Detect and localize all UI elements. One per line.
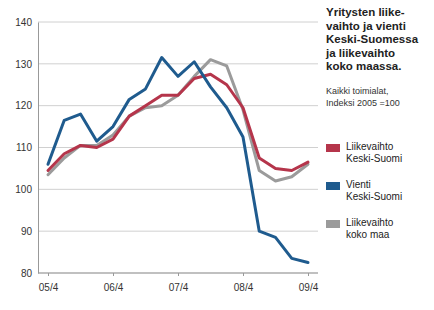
y-tick: 100 bbox=[15, 184, 38, 195]
grid-line bbox=[38, 231, 318, 232]
x-axis: 05/4 06/4 07/4 08/4 09/4 bbox=[38, 273, 319, 293]
y-tick: 120 bbox=[15, 100, 38, 111]
title-line: vaihto ja vienti bbox=[326, 20, 406, 32]
x-tick-mark bbox=[227, 273, 228, 276]
subtitle-line: Kaikki toimialat, bbox=[326, 86, 389, 96]
y-tick: 90 bbox=[21, 226, 38, 237]
grid-line bbox=[38, 189, 318, 190]
y-axis-line bbox=[38, 23, 39, 274]
y-tick-label: 130 bbox=[15, 59, 32, 70]
x-tick-mark bbox=[97, 273, 98, 276]
x-tick bbox=[81, 273, 82, 276]
title: Yritysten liike-vaihto ja vientiKeski-Su… bbox=[325, 6, 419, 108]
x-tick bbox=[162, 273, 163, 276]
y-tick-label: 90 bbox=[21, 226, 33, 237]
y-tick: 140 bbox=[15, 17, 38, 28]
x-tick bbox=[194, 273, 195, 276]
y-tick-label: 110 bbox=[16, 142, 32, 153]
title-line: ja liikevaihto bbox=[325, 47, 395, 59]
y-tick-label: 140 bbox=[15, 17, 32, 28]
x-tick bbox=[129, 273, 130, 276]
y-tick: 110 bbox=[16, 142, 38, 153]
x-tick-mark bbox=[194, 273, 195, 276]
x-tick: 08/4 bbox=[234, 273, 254, 293]
x-tick bbox=[276, 273, 277, 276]
legend-label: Liikevaihtokoko maa bbox=[346, 217, 394, 240]
x-tick-mark bbox=[162, 273, 163, 276]
x-tick-mark bbox=[129, 273, 130, 276]
x-tick bbox=[64, 273, 65, 276]
grid-line bbox=[38, 22, 318, 23]
lines bbox=[48, 58, 308, 263]
legend-swatch bbox=[326, 220, 340, 228]
x-tick-mark bbox=[276, 273, 277, 276]
title-line: Yritysten liike- bbox=[326, 6, 405, 18]
grid-line bbox=[38, 63, 318, 64]
x-tick-mark bbox=[113, 273, 114, 276]
x-tick-mark bbox=[211, 273, 212, 276]
legend-swatch bbox=[326, 144, 340, 152]
chart: 80 90 100 110 120 130 140 05/4 06/4 07/4 08/4 09/4 Y… bbox=[0, 0, 434, 310]
subtitle-line: Indeksi 2005 =100 bbox=[326, 98, 400, 108]
legend-label: VientiKeski-Suomi bbox=[346, 179, 402, 202]
grid-line bbox=[38, 105, 318, 106]
x-tick-mark bbox=[48, 273, 49, 276]
x-tick-mark bbox=[178, 273, 179, 276]
x-tick-label: 06/4 bbox=[104, 282, 124, 293]
x-tick-label: 08/4 bbox=[234, 282, 254, 293]
legend-label: LiikevaihtoKeski-Suomi bbox=[346, 141, 402, 164]
y-tick-label: 120 bbox=[15, 100, 32, 111]
y-tick: 130 bbox=[15, 59, 38, 70]
x-tick-mark bbox=[81, 273, 82, 276]
x-tick-mark bbox=[292, 273, 293, 276]
x-tick-label: 05/4 bbox=[39, 282, 59, 293]
x-tick-mark bbox=[146, 273, 147, 276]
x-tick bbox=[97, 273, 98, 276]
x-tick: 07/4 bbox=[169, 273, 189, 293]
x-tick-label: 07/4 bbox=[169, 282, 189, 293]
x-tick-mark bbox=[259, 273, 260, 276]
title-line: Keski-Suomessa bbox=[326, 33, 419, 45]
x-tick bbox=[227, 273, 228, 276]
x-tick: 05/4 bbox=[39, 273, 59, 293]
legend: LiikevaihtoKeski-Suomi VientiKeski-Suomi L… bbox=[326, 141, 402, 240]
y-axis: 80 90 100 110 120 130 140 bbox=[15, 17, 38, 279]
y-tick-label: 100 bbox=[15, 184, 32, 195]
x-tick bbox=[146, 273, 147, 276]
grid bbox=[38, 22, 318, 273]
x-tick bbox=[211, 273, 212, 276]
x-tick-label: 09/4 bbox=[299, 282, 319, 293]
x-tick bbox=[259, 273, 260, 276]
x-tick: 09/4 bbox=[299, 273, 319, 293]
x-tick bbox=[292, 273, 293, 276]
x-tick-mark bbox=[64, 273, 65, 276]
x-tick: 06/4 bbox=[104, 273, 124, 293]
x-tick-mark bbox=[308, 273, 309, 276]
title-line: koko maassa. bbox=[326, 60, 401, 72]
series-line bbox=[48, 58, 308, 263]
x-tick-mark bbox=[243, 273, 244, 276]
y-tick-label: 80 bbox=[21, 268, 33, 279]
y-tick: 80 bbox=[21, 268, 38, 279]
legend-swatch bbox=[326, 182, 340, 190]
